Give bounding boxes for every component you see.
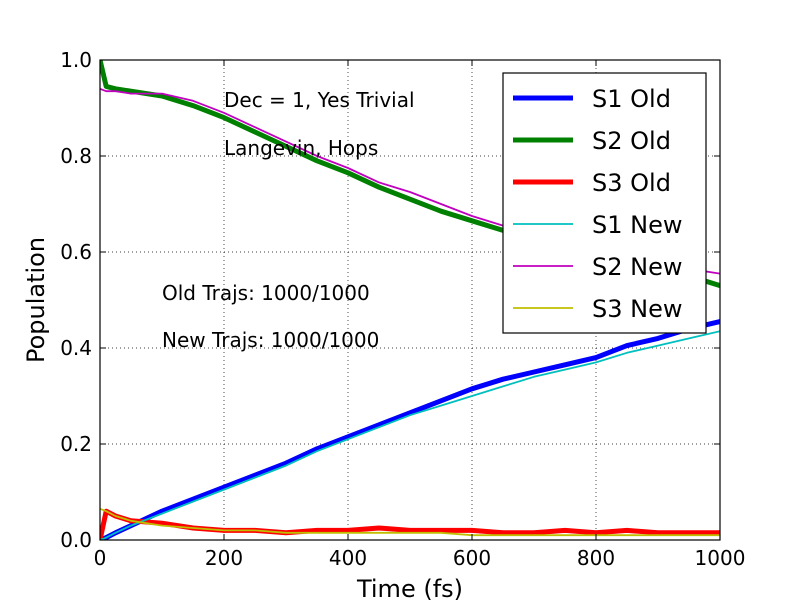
y-tick-label: 0.8 xyxy=(60,144,92,168)
legend-label-s1-new: S1 New xyxy=(592,211,682,239)
series-line-s1-new xyxy=(100,330,720,540)
legend-label-s2-new: S2 New xyxy=(592,253,682,281)
y-tick-label: 0.4 xyxy=(60,336,92,360)
series-line-s3-old xyxy=(100,508,720,540)
x-tick-label: 200 xyxy=(205,546,243,570)
ticks: 0 200 400 600 800 1000 0.0 0.2 0.4 0.6 0.8 1.0 xyxy=(60,48,745,570)
annotation-old-trajs: Old Trajs: 1000/1000 xyxy=(162,281,370,305)
x-tick-label: 0 xyxy=(94,546,107,570)
annotation-new-trajs: New Trajs: 1000/1000 xyxy=(162,328,379,352)
annotation-thermostat: Langevin, Hops xyxy=(224,136,378,160)
series-line-s1-old xyxy=(100,319,720,540)
y-axis-label: Population xyxy=(22,237,50,363)
legend-label-s2-old: S2 Old xyxy=(592,127,671,155)
y-tick-label: 1.0 xyxy=(60,48,92,72)
y-tick-label: 0.0 xyxy=(60,528,92,552)
legend-box xyxy=(502,72,707,334)
y-tick-label: 0.2 xyxy=(60,432,92,456)
plot-frame xyxy=(99,59,721,541)
x-tick-label: 400 xyxy=(329,546,367,570)
x-tick-label: 800 xyxy=(577,546,615,570)
x-axis-label: Time (fs) xyxy=(356,575,463,600)
series-line-s3-new xyxy=(100,507,720,537)
x-tick-label: 600 xyxy=(453,546,491,570)
legend-label-s3-old: S3 Old xyxy=(592,169,671,197)
x-tick-label: 1000 xyxy=(695,546,746,570)
y-tick-label: 0.6 xyxy=(60,240,92,264)
annotation-decoherence: Dec = 1, Yes Trivial xyxy=(224,88,415,112)
legend-label-s3-new: S3 New xyxy=(592,295,682,323)
legend-label-s1-old: S1 Old xyxy=(592,85,671,113)
legend: S1 Old S2 Old S3 Old S1 New S2 New S3 New xyxy=(502,72,707,334)
